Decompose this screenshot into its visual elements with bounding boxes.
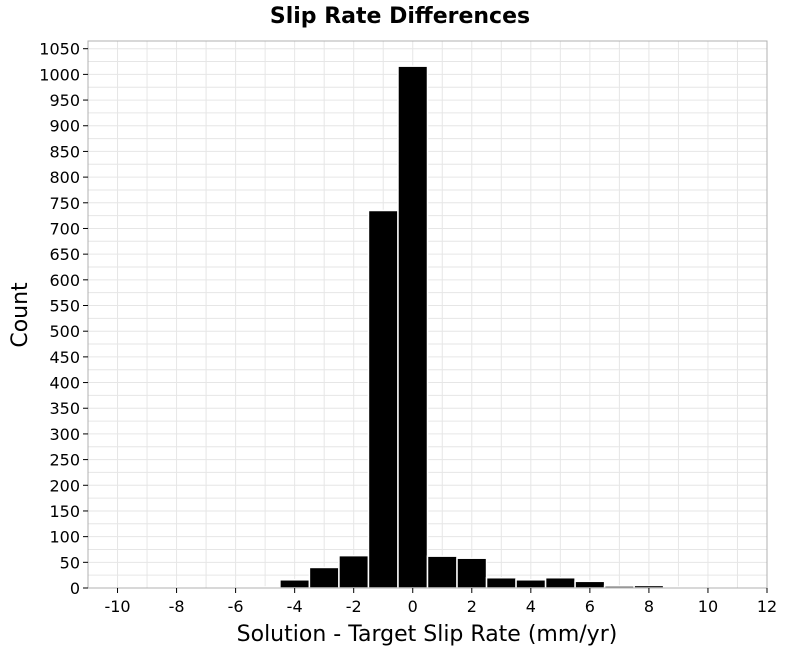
- y-tick-label: 850: [49, 142, 80, 161]
- bar: [279, 579, 311, 589]
- y-tick-label: 500: [49, 322, 80, 341]
- y-tick-label: 800: [49, 168, 80, 187]
- y-tick-label: 300: [49, 425, 80, 444]
- x-axis-label: Solution - Target Slip Rate (mm/yr): [237, 622, 618, 647]
- x-tick-label: 0: [408, 597, 418, 616]
- bar: [544, 576, 576, 589]
- y-tick-label: 550: [49, 297, 80, 316]
- x-tick-label: 4: [526, 597, 536, 616]
- x-tick-label: 12: [757, 597, 777, 616]
- x-tick-label: 6: [585, 597, 595, 616]
- bar: [456, 557, 488, 589]
- bar: [574, 580, 606, 589]
- y-tick-label: 1000: [39, 65, 80, 84]
- x-tick-label: -4: [287, 597, 303, 616]
- bar: [397, 65, 429, 589]
- y-axis-label: Count: [8, 282, 33, 348]
- x-axis: -10 -8 -6 -4 -2 0 2 4 6 8 10 12: [104, 588, 777, 616]
- bars: [161, 65, 694, 589]
- y-tick-label: 700: [49, 219, 80, 238]
- x-tick-label: -2: [346, 597, 362, 616]
- y-tick-label: 950: [49, 91, 80, 110]
- bar: [515, 579, 547, 589]
- x-tick-label: 8: [644, 597, 654, 616]
- y-tick-label: 750: [49, 194, 80, 213]
- y-tick-label: 600: [49, 271, 80, 290]
- y-tick-label: 350: [49, 399, 80, 418]
- bar: [308, 566, 340, 589]
- chart-title: Slip Rate Differences: [270, 4, 530, 29]
- x-tick-label: 10: [698, 597, 718, 616]
- y-tick-label: 400: [49, 374, 80, 393]
- plot-frame: [87, 40, 768, 589]
- bar: [485, 576, 517, 589]
- x-tick-label: -10: [104, 597, 130, 616]
- bar: [367, 209, 399, 589]
- y-axis: 0 50 100 150 200 250 300 350 400 450 500 550 600 650 7…: [39, 40, 88, 598]
- y-tick-label: 900: [49, 117, 80, 136]
- bar: [426, 555, 458, 589]
- y-tick-label: 150: [49, 502, 80, 521]
- y-tick-label: 1050: [39, 40, 80, 59]
- y-tick-label: 0: [70, 579, 80, 598]
- bar: [338, 554, 370, 589]
- x-tick-label: -8: [169, 597, 185, 616]
- x-tick-label: -6: [228, 597, 244, 616]
- x-tick-label: 2: [467, 597, 477, 616]
- y-tick-label: 250: [49, 451, 80, 470]
- y-tick-label: 650: [49, 245, 80, 264]
- y-tick-label: 200: [49, 476, 80, 495]
- y-tick-label: 450: [49, 348, 80, 367]
- y-tick-label: 50: [60, 553, 80, 572]
- y-tick-label: 100: [49, 528, 80, 547]
